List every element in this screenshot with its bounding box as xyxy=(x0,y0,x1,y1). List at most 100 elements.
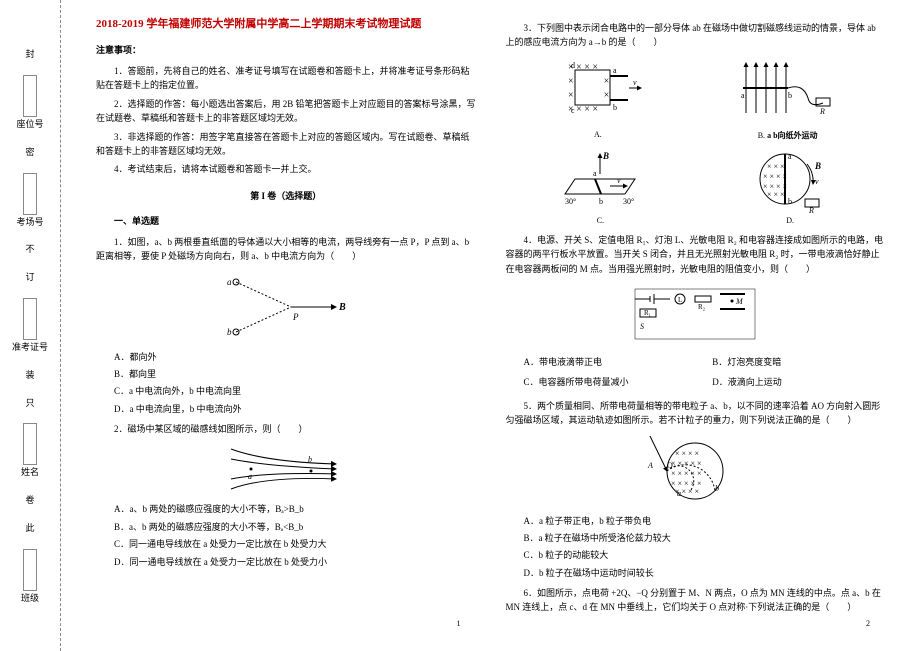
label-a: a xyxy=(741,91,745,100)
label-a: a xyxy=(613,66,617,75)
q3-label-b: B. a b向纸外运动 xyxy=(738,130,838,141)
label-b: b xyxy=(599,197,603,206)
class-box xyxy=(23,549,37,591)
binding-char: 封 xyxy=(25,47,34,60)
binding-char: 装 xyxy=(25,368,34,381)
label-30: 30° xyxy=(565,197,576,206)
page-num-left: 1 xyxy=(457,619,461,628)
label-M: M xyxy=(735,297,744,306)
question-1: 1．如图，a、b 两根垂直纸面的导体通以大小相等的电流，两导线旁有一点 P，P … xyxy=(96,235,476,264)
svg-text:× × × × ×: × × × × × xyxy=(671,469,702,478)
q3-diagram-b: a b R xyxy=(738,58,838,128)
svg-text:× × × ×: × × × × xyxy=(763,172,787,181)
label-a: a xyxy=(788,152,792,161)
q4-opt-b: B．灯泡亮度变暗 xyxy=(712,355,883,369)
binding-char: 此 xyxy=(25,521,34,534)
q5-opt-b: B．a 粒子在磁场中所受洛伦兹力较大 xyxy=(524,531,886,545)
page-num-right: 2 xyxy=(866,619,870,628)
id-box xyxy=(23,298,37,340)
q5-opt-c: C．b 粒子的动能较大 xyxy=(524,548,886,562)
q4-opt-d: D．液滴向上运动 xyxy=(712,375,883,389)
binding-char: 不 xyxy=(25,242,34,255)
label-b: b xyxy=(715,484,719,493)
label-a: a xyxy=(593,169,597,178)
label-d: d xyxy=(571,61,575,70)
left-column: 2018-2019 学年福建师范大学附属中学高二上学期期末考试物理试题 注意事项… xyxy=(81,15,491,636)
q3-label-c: C. xyxy=(555,216,645,225)
label-R: R xyxy=(808,206,814,214)
right-column: 3．下列图中表示闭合电路中的一部分导体 ab 在磁场中做切割磁感线运动的情景，导… xyxy=(491,15,901,636)
svg-text:× × ×: × × × xyxy=(767,190,785,199)
room-box xyxy=(23,173,37,215)
label-b: b xyxy=(227,327,232,337)
label-c: c xyxy=(571,106,575,115)
notice-2: 2．选择题的作答：每小题选出答案后，用 2B 铅笔把答题卡上对应题目的答案标号涂… xyxy=(96,97,476,126)
q4-opt-a: A．带电液滴带正电 xyxy=(524,355,695,369)
binding-name: 姓名 xyxy=(21,465,39,478)
notice-3: 3．非选择题的作答：用签字笔直接答在答题卡上对应的答题区域内。写在试题卷、草稿纸… xyxy=(96,130,476,159)
q4-opt-c: C．电容器所带电荷量减小 xyxy=(524,375,695,389)
question-6: 6．如图所示，点电荷 +2Q、−Q 分别置于 M、N 两点，O 点为 MN 连线… xyxy=(506,586,886,615)
q3-diagram-d: × × × × × × × × × × × × × × a b B v R xyxy=(745,149,835,214)
question-2: 2．磁场中某区域的磁感线如图所示，则（ ） xyxy=(96,422,476,436)
name-box xyxy=(23,423,37,465)
q1-opt-b: B．都向里 xyxy=(114,367,476,381)
label-v: v xyxy=(617,176,621,185)
label-b: b xyxy=(788,197,792,206)
label-v: v xyxy=(815,177,819,186)
label-B: B xyxy=(602,151,609,161)
q2-opt-c: C．同一通电导线放在 a 处受力一定比放在 b 处受力大 xyxy=(114,537,476,551)
binding-char: 卷 xyxy=(25,493,34,506)
question-5: 5．两个质量相同、所带电荷量相等的带电粒子 a、b，以不同的速率沿着 AO 方向… xyxy=(506,399,886,428)
binding-margin: 封 座位号 密 考场号 不 订 准考证号 装 只 姓名 卷 此 班级 xyxy=(0,0,61,651)
seat-box xyxy=(23,75,37,117)
label-S: S xyxy=(640,322,644,331)
label-a: a xyxy=(248,472,252,481)
q3-label-d: D. xyxy=(745,216,835,225)
q1-opt-a: A．都向外 xyxy=(114,350,476,364)
q3-diagram-a: × × × × × × × × × × × × a b d c v xyxy=(553,58,643,128)
label-B: B xyxy=(338,302,346,313)
label-a: a xyxy=(677,489,681,498)
question-4: 4．电源、开关 S、定值电阻 R₁、灯泡 L、光敏电阻 R₂ 和电容器连接成如图… xyxy=(506,233,886,276)
binding-char: 只 xyxy=(25,396,34,409)
part-1-title: 第 I 卷（选择题） xyxy=(96,189,476,202)
svg-text:R₁: R₁ xyxy=(644,309,651,317)
svg-text:× ×: × × xyxy=(568,90,609,101)
notice-1: 1．答题前，先将自己的姓名、准考证号填写在试题卷和答题卡上，并将准考证号条形码粘… xyxy=(96,64,476,93)
exam-title: 2018-2019 学年福建师范大学附属中学高二上学期期末考试物理试题 xyxy=(96,15,476,31)
label-A: A xyxy=(647,461,653,470)
binding-room: 考场号 xyxy=(16,215,43,228)
q3-label-a: A. xyxy=(553,130,643,139)
q2-opt-d: D．同一通电导线放在 a 处受力一定比放在 b 处受力小 xyxy=(114,555,476,569)
label-b: b xyxy=(788,91,792,100)
label-P: P xyxy=(292,312,299,322)
q5-opt-a: A．a 粒子带正电，b 粒子带负电 xyxy=(524,514,886,528)
svg-text:R₂: R₂ xyxy=(698,303,706,311)
notice-head: 注意事项： xyxy=(96,43,476,56)
q1-opt-d: D．a 中电流向里，b 中电流向外 xyxy=(114,402,476,416)
svg-text:× × × ×: × × × × xyxy=(675,449,699,458)
q5-diagram: × × × × × × × × × × × × × × × × × × × × … xyxy=(645,436,745,506)
q3-diagram-c: a b B v 30° 30° xyxy=(555,149,645,214)
binding-class: 班级 xyxy=(21,591,39,604)
label-a: a xyxy=(227,277,232,287)
q5-opt-d: D．b 粒子在磁场中运动时间较长 xyxy=(524,566,886,580)
q1-opt-c: C．a 中电流向外，b 中电流向里 xyxy=(114,384,476,398)
binding-seat: 座位号 xyxy=(16,117,43,130)
label-v: v xyxy=(633,78,637,87)
label-R: R xyxy=(819,107,825,116)
binding-id: 准考证号 xyxy=(12,340,48,353)
label-b: b xyxy=(308,455,312,464)
label-30: 30° xyxy=(623,197,634,206)
binding-char: 密 xyxy=(25,145,34,158)
svg-text:× ×: × × xyxy=(568,76,609,87)
question-3: 3．下列图中表示闭合电路中的一部分导体 ab 在磁场中做切割磁感线运动的情景，导… xyxy=(506,21,886,50)
label-B: B xyxy=(814,161,821,171)
svg-text:O: O xyxy=(667,461,673,470)
q2-opt-b: B．a、b 两处的磁感应强度的大小不等，Bₐ<B_b xyxy=(114,520,476,534)
q2-opt-a: A．a、b 两处的磁感应强度的大小不等，Bₐ>B_b xyxy=(114,502,476,516)
label-b: b xyxy=(613,103,617,112)
q1-diagram: a b P B xyxy=(221,272,351,342)
q3-row1: × × × × × × × × × × × × a b d c v xyxy=(506,58,886,141)
